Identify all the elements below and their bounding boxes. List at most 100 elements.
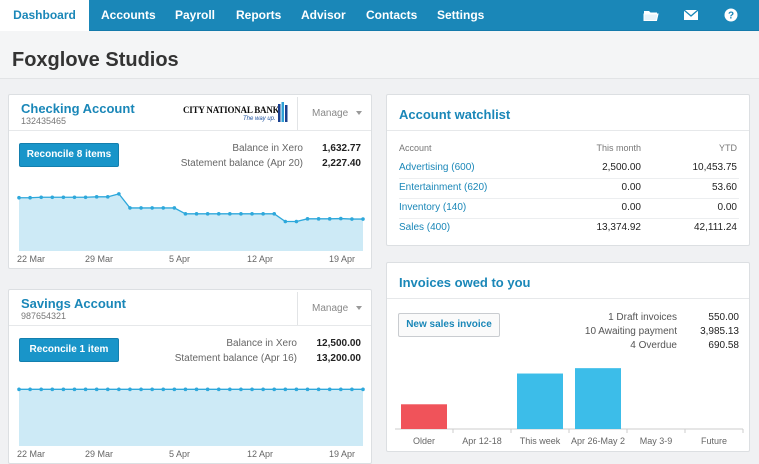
chart-point (183, 212, 188, 216)
x-tick-label: 29 Mar (85, 254, 114, 264)
chart-point (216, 212, 221, 216)
balance-in-xero-value: 12,500.00 (316, 338, 362, 349)
chart-point (105, 195, 110, 199)
folder-icon[interactable] (643, 8, 659, 22)
chart-point (172, 387, 177, 392)
divider (9, 130, 371, 131)
chart-point (316, 217, 321, 221)
chart-point (28, 195, 32, 200)
draft-invoices-label[interactable]: 1 Draft invoices (608, 312, 677, 323)
chart-point (305, 387, 310, 392)
chart-point (117, 192, 121, 196)
chart-point (350, 217, 354, 221)
chart-point (105, 387, 110, 392)
x-tick-label: 5 Apr (169, 449, 191, 459)
statement-balance-value: 13,200.00 (316, 353, 362, 364)
chart-area-fill (19, 193, 363, 251)
savings-manage-dropdown[interactable]: Manage (297, 292, 371, 326)
nav-reports[interactable]: Reports (236, 8, 282, 22)
nav-advisor[interactable]: Advisor (301, 8, 346, 22)
chart-point (17, 387, 21, 392)
reconcile-savings-button[interactable]: Reconcile 1 item (19, 338, 119, 362)
chart-point (83, 195, 88, 200)
chart-point (361, 387, 365, 392)
savings-balance-chart (17, 387, 365, 446)
nav-dashboard[interactable]: Dashboard (0, 0, 89, 31)
x-tick-label: 12 Apr (247, 449, 274, 459)
help-icon[interactable]: ? (723, 8, 739, 22)
this-month-value: 13,374.92 (596, 222, 642, 233)
chart-point (128, 206, 132, 210)
ytd-value: 10,453.75 (692, 162, 738, 173)
savings-account-number: 987654321 (21, 311, 67, 321)
chart-point (228, 387, 232, 392)
chart-point (327, 387, 332, 392)
mail-icon[interactable] (683, 8, 699, 22)
x-tick-label: 12 Apr (247, 254, 274, 264)
checking-manage-dropdown[interactable]: Manage (297, 97, 371, 131)
chart-point (194, 387, 199, 392)
awaiting-payment-value: 3,985.13 (700, 326, 739, 337)
column-header-account: Account (399, 143, 432, 153)
top-nav: Dashboard Accounts Payroll Reports Advis… (0, 0, 759, 31)
row-divider (399, 178, 739, 179)
x-tick-label: 29 Mar (85, 449, 114, 459)
this-month-value: 0.00 (621, 182, 641, 193)
invoices-bar-chart: Older Apr 12-18 This week Apr 26-May 2 May 3… (395, 368, 744, 446)
chart-point (250, 387, 254, 392)
chart-point (339, 216, 343, 221)
x-tick-label: Future (701, 436, 727, 446)
savings-account-title[interactable]: Savings Account (21, 296, 126, 311)
x-tick-label: Older (413, 436, 435, 446)
invoices-owed-card: Invoices owed to you New sales invoice 1… (386, 262, 750, 452)
statement-balance-label: Statement balance (Apr 16) (174, 353, 297, 364)
chart-bar (575, 368, 621, 429)
page-header (0, 31, 759, 79)
watchlist-account-link[interactable]: Sales (400) (399, 222, 451, 233)
chart-point (205, 387, 210, 392)
chart-point (161, 387, 166, 392)
account-watchlist-card: Account watchlist Account This month YTD… (386, 94, 750, 246)
chart-point (261, 387, 265, 392)
reconcile-checking-button[interactable]: Reconcile 8 items (19, 143, 119, 167)
chart-point (294, 219, 299, 224)
chart-point (316, 387, 321, 392)
chevron-down-icon (356, 306, 363, 311)
chart-point (72, 195, 77, 200)
bank-logo-icon (278, 102, 288, 122)
chart-bar (517, 373, 563, 429)
chart-point (294, 387, 299, 392)
watchlist-account-link[interactable]: Advertising (600) (399, 162, 475, 173)
nav-payroll[interactable]: Payroll (175, 8, 216, 22)
divider (9, 325, 371, 326)
this-month-value: 0.00 (621, 202, 641, 213)
chart-point (39, 195, 43, 200)
overdue-label[interactable]: 4 Overdue (630, 340, 677, 351)
awaiting-payment-label[interactable]: 10 Awaiting payment (584, 326, 677, 337)
x-tick-label: 22 Mar (17, 254, 46, 264)
nav-accounts[interactable]: Accounts (101, 8, 156, 22)
checking-account-title[interactable]: Checking Account (21, 101, 135, 116)
watchlist-account-link[interactable]: Entertainment (620) (399, 182, 488, 193)
x-tick-label: Apr 26-May 2 (571, 436, 625, 446)
chart-point (28, 387, 32, 392)
chart-point (139, 206, 143, 210)
watchlist-account-link[interactable]: Inventory (140) (399, 202, 467, 213)
chart-line (19, 193, 363, 223)
new-sales-invoice-button[interactable]: New sales invoice (398, 313, 500, 337)
chart-point (183, 387, 188, 392)
chart-point (239, 387, 243, 392)
nav-settings[interactable]: Settings (437, 8, 485, 22)
chart-point (239, 212, 243, 216)
checking-account-number: 132435465 (21, 116, 67, 126)
statement-balance-value: 2,227.40 (322, 158, 361, 169)
divider (387, 298, 749, 299)
column-header-this-month: This month (596, 143, 641, 153)
chart-point (94, 387, 99, 392)
nav-contacts[interactable]: Contacts (366, 8, 418, 22)
row-divider (399, 218, 739, 219)
chart-point (283, 219, 288, 224)
x-tick-label: 5 Apr (169, 254, 191, 264)
x-tick-label: May 3-9 (640, 436, 673, 446)
chart-point (327, 217, 332, 221)
